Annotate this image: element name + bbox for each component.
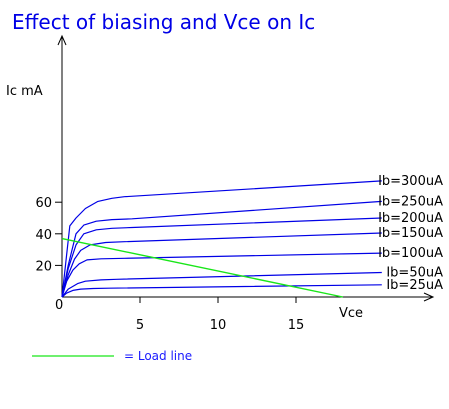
legend-label-load-line: = Load line xyxy=(124,349,192,363)
series-line-ib-25ua xyxy=(61,284,382,298)
series-label: Ib=250uA xyxy=(378,194,443,209)
series-line-ib-50ua xyxy=(61,271,382,298)
x-axis-arrow xyxy=(423,292,435,302)
series-label: Ib=25uA xyxy=(386,278,443,293)
curves xyxy=(61,180,382,298)
series-line-ib-250ua xyxy=(61,200,382,298)
series-label: Ib=150uA xyxy=(378,226,443,241)
series-label: Ib=100uA xyxy=(378,246,443,261)
x-tick-label: 15 xyxy=(288,318,305,333)
origin-label: 0 xyxy=(55,298,63,313)
y-axis-label: Ic mA xyxy=(6,84,43,99)
load-line xyxy=(61,237,343,298)
series-label: Ib=50uA xyxy=(386,266,443,281)
chart-title: Effect of biasing and Vce on Ic xyxy=(12,10,315,34)
y-tick-label: 20 xyxy=(35,259,52,274)
x-tick-label: 10 xyxy=(210,318,227,333)
series-line-ib-200ua xyxy=(61,217,382,298)
x-tick-label: 5 xyxy=(136,318,144,333)
y-tick-label: 40 xyxy=(35,228,52,243)
y-axis-arrow xyxy=(57,34,67,46)
series-label: Ib=300uA xyxy=(378,174,443,189)
x-axis-label: Vce xyxy=(339,306,363,321)
series-label: Ib=200uA xyxy=(378,211,443,226)
series-line-ib-300ua xyxy=(61,180,382,298)
series-line-ib-150ua xyxy=(61,232,382,298)
y-tick-label: 60 xyxy=(35,196,52,211)
axes: 20 40 60 5 10 15 xyxy=(35,34,435,333)
load-line-group xyxy=(61,237,343,298)
series-line-ib-100ua xyxy=(61,252,382,298)
